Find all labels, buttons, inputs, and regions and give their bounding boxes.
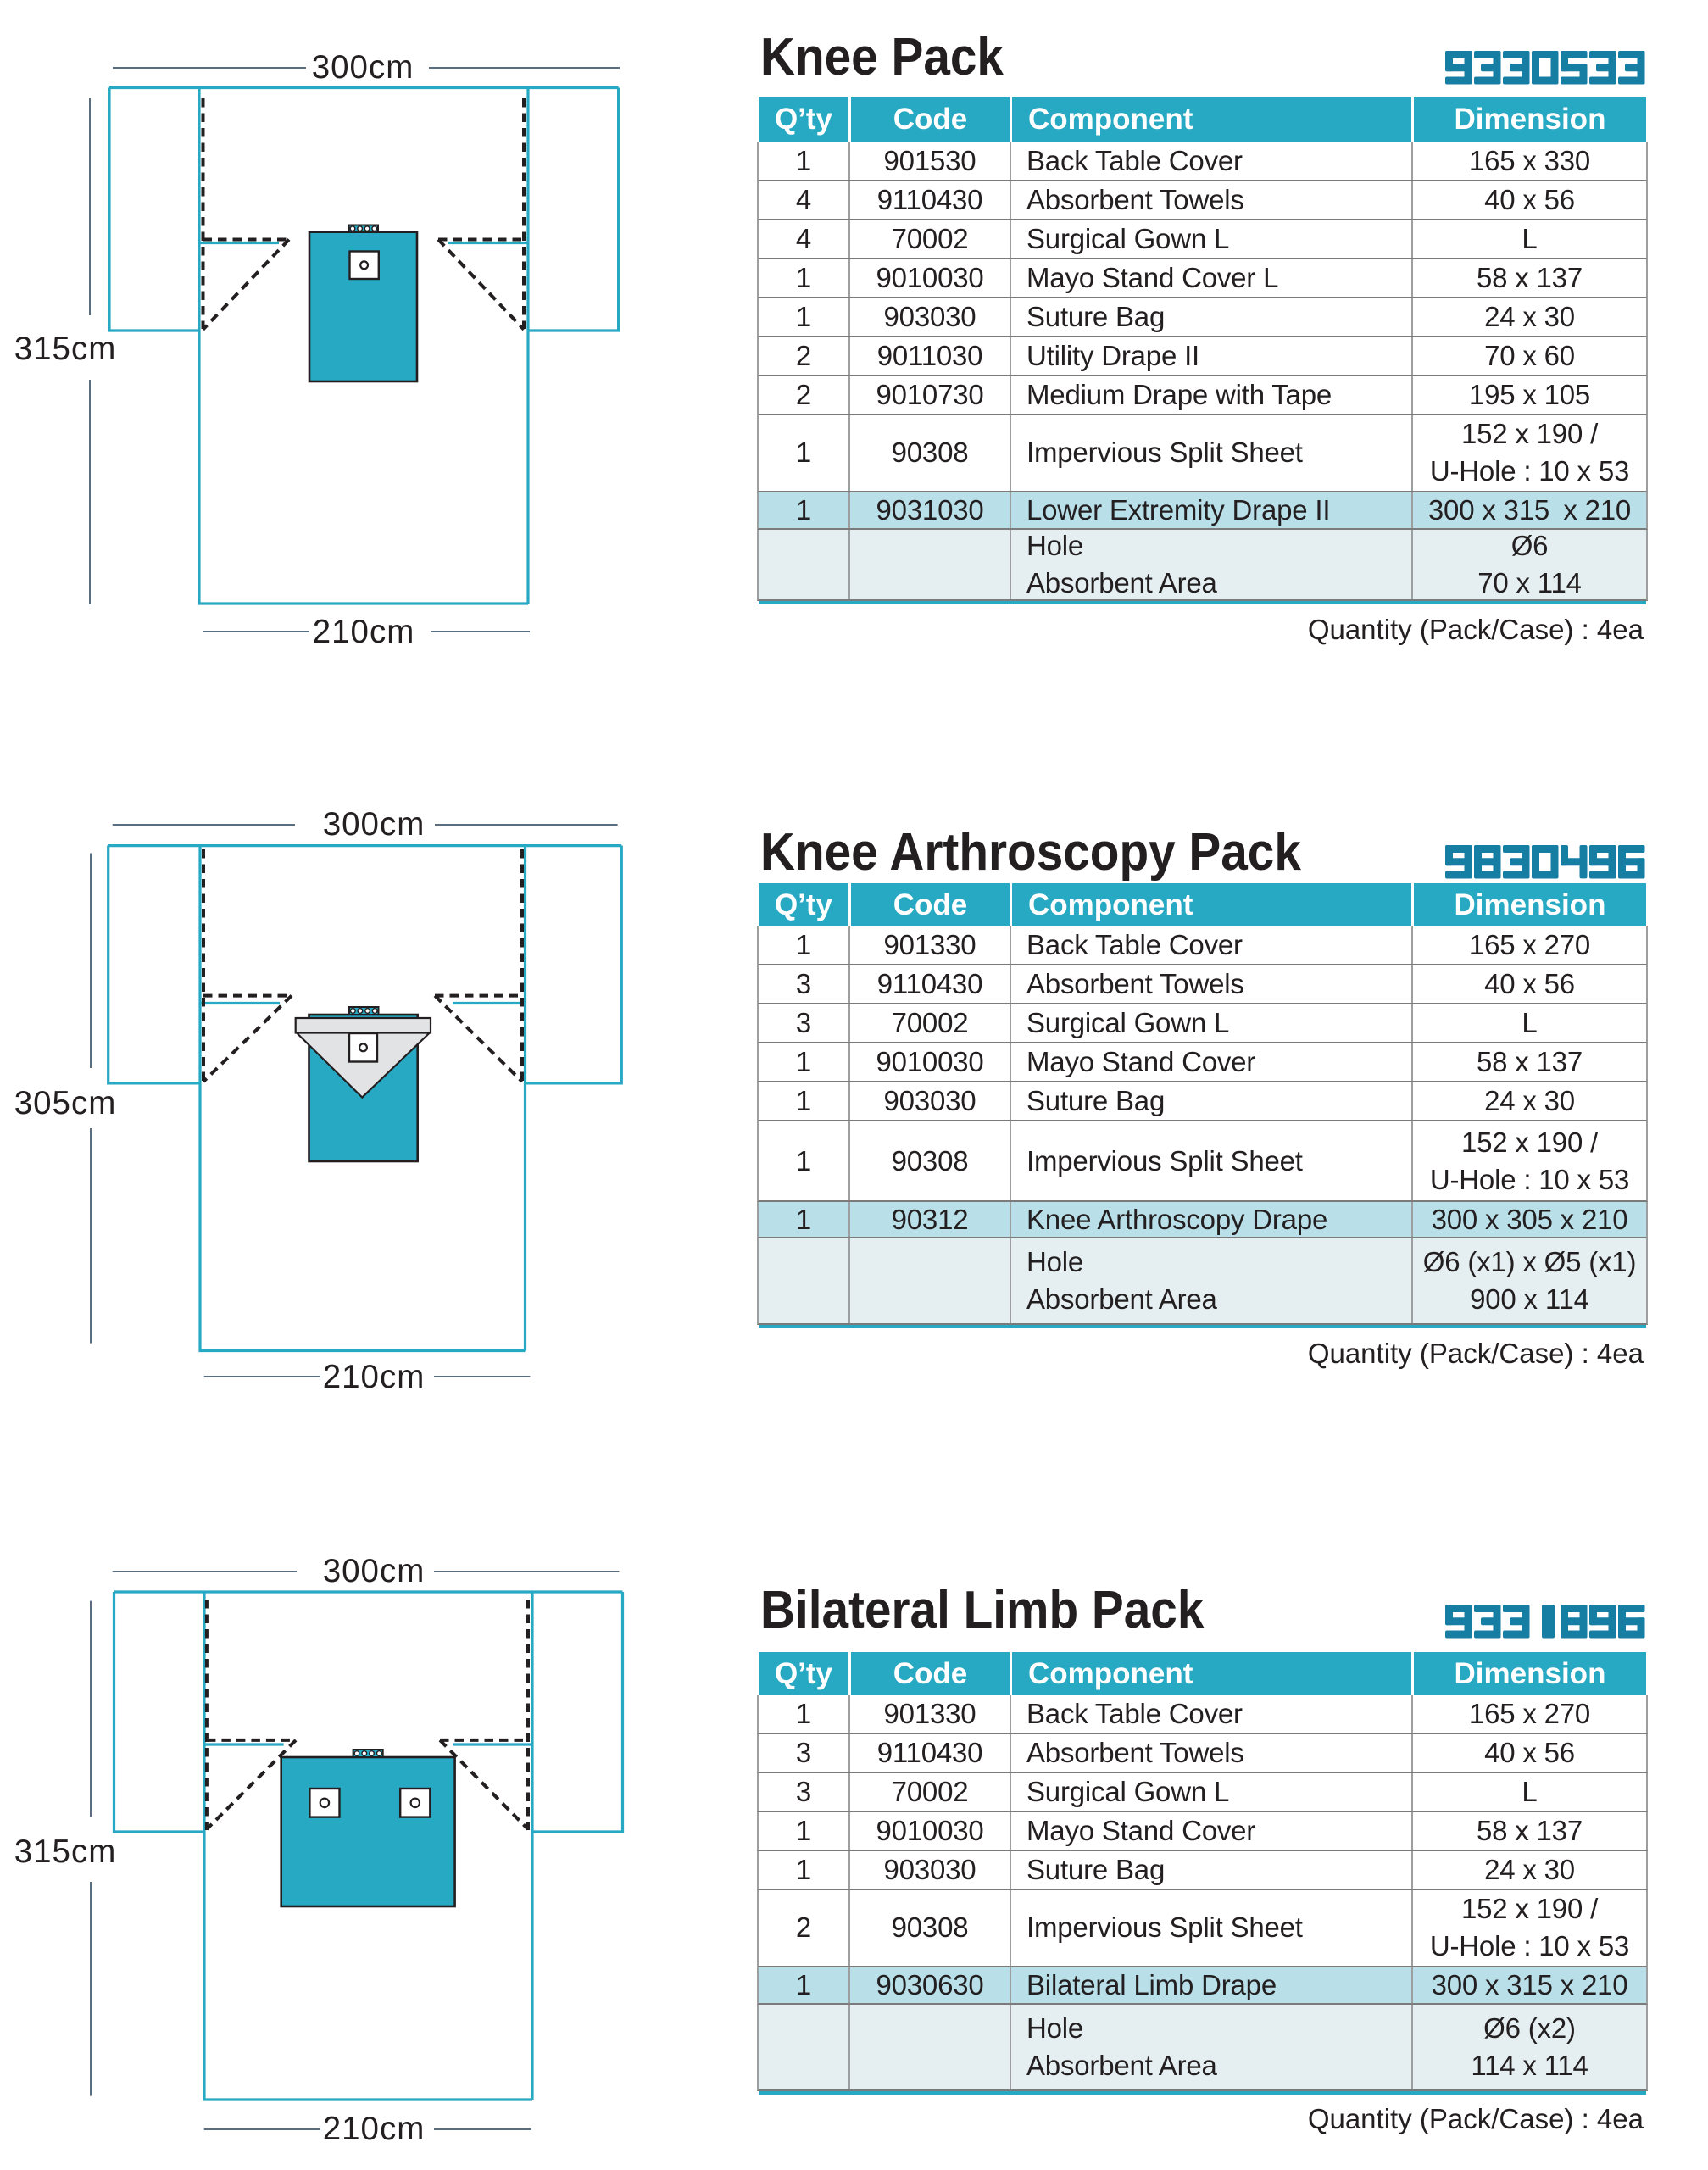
svg-text:315cm: 315cm <box>14 1833 117 1870</box>
svg-text:300cm: 300cm <box>312 49 414 86</box>
svg-text:300cm: 300cm <box>323 1553 426 1589</box>
svg-text:300cm: 300cm <box>323 806 426 843</box>
svg-text:315cm: 315cm <box>14 331 117 367</box>
svg-text:210cm: 210cm <box>313 614 415 650</box>
svg-text:210cm: 210cm <box>323 2111 426 2147</box>
svg-text:305cm: 305cm <box>14 1085 117 1121</box>
svg-text:210cm: 210cm <box>323 1359 426 1395</box>
